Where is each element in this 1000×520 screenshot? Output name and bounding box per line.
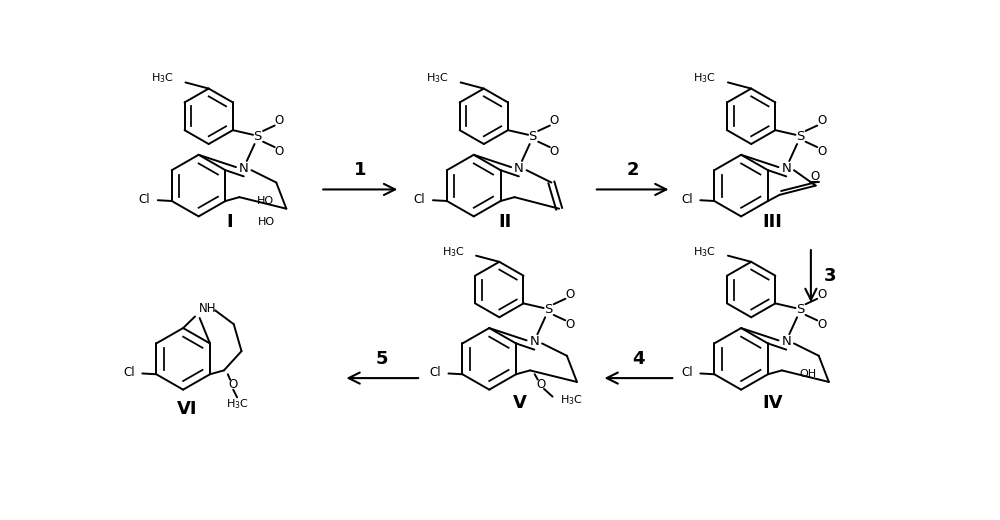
Text: VI: VI [177, 400, 197, 418]
Text: O: O [817, 288, 826, 301]
Text: H$_3$C: H$_3$C [442, 245, 464, 259]
Text: H$_3$C: H$_3$C [693, 245, 716, 259]
Text: N: N [781, 162, 791, 175]
Text: S: S [253, 130, 262, 143]
Text: O: O [229, 378, 238, 391]
Text: H$_3$C: H$_3$C [226, 397, 249, 411]
Text: Cl: Cl [681, 193, 693, 206]
Text: V: V [513, 394, 527, 412]
Text: O: O [565, 288, 575, 301]
Text: I: I [226, 213, 233, 231]
Text: O: O [565, 318, 575, 331]
Text: S: S [796, 303, 804, 316]
Text: O: O [810, 170, 819, 183]
Text: Cl: Cl [681, 366, 693, 379]
Text: O: O [817, 145, 826, 158]
Text: O: O [817, 318, 826, 331]
Text: O: O [550, 114, 559, 127]
Text: OH: OH [799, 369, 816, 379]
Text: Cl: Cl [138, 193, 150, 206]
Text: O: O [817, 114, 826, 127]
Text: IV: IV [762, 394, 782, 412]
Text: Cl: Cl [414, 193, 425, 206]
Text: 2: 2 [626, 161, 639, 179]
Text: 1: 1 [354, 161, 366, 179]
Text: Cl: Cl [429, 366, 441, 379]
Text: II: II [498, 213, 511, 231]
Text: H$_3$C: H$_3$C [426, 72, 449, 85]
Text: H$_3$C: H$_3$C [693, 72, 716, 85]
Text: H$_3$C: H$_3$C [560, 393, 583, 407]
Text: III: III [762, 213, 782, 231]
Text: Cl: Cl [123, 366, 135, 379]
Text: S: S [544, 303, 552, 316]
Text: O: O [275, 145, 284, 158]
Text: 5: 5 [376, 350, 389, 368]
Text: S: S [796, 130, 804, 143]
Text: 4: 4 [632, 350, 644, 368]
Text: HO: HO [256, 196, 274, 206]
Text: N: N [514, 162, 524, 175]
Text: O: O [550, 145, 559, 158]
Text: S: S [529, 130, 537, 143]
Text: H$_3$C: H$_3$C [151, 72, 174, 85]
Text: N: N [781, 335, 791, 348]
Text: 3: 3 [824, 267, 836, 285]
Text: HO: HO [258, 217, 275, 227]
Text: N: N [239, 162, 249, 175]
Text: O: O [536, 378, 546, 391]
Text: N: N [529, 335, 539, 348]
Text: NH: NH [199, 302, 216, 315]
Text: O: O [275, 114, 284, 127]
